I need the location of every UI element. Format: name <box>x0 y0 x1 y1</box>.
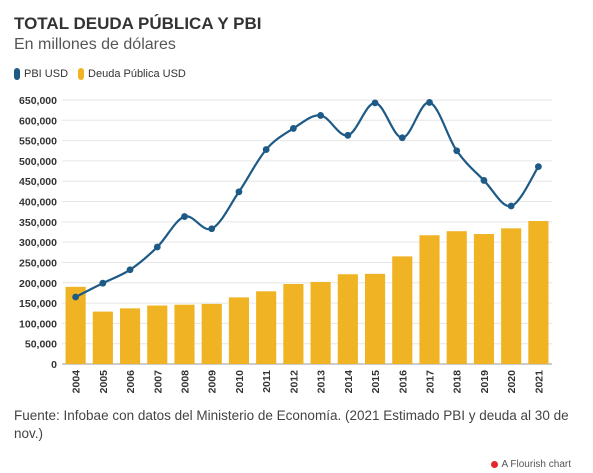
y-tick-label: 600,000 <box>19 115 57 127</box>
legend-label-deuda: Deuda Pública USD <box>88 68 186 80</box>
bar-deuda[interactable] <box>446 231 467 364</box>
x-tick-label: 2005 <box>98 370 110 394</box>
legend-item-pbi[interactable]: PBI USD <box>14 68 68 80</box>
chart-subtitle: En millones de dólares <box>14 36 176 53</box>
flourish-credit[interactable]: A Flourish chart <box>490 459 571 470</box>
point-pbi[interactable] <box>262 146 270 153</box>
bar-deuda[interactable] <box>419 235 440 364</box>
chart-title: TOTAL DEUDA PÚBLICA Y PBI <box>14 14 262 33</box>
y-tick-label: 150,000 <box>19 298 57 310</box>
x-tick-label: 2007 <box>152 370 164 394</box>
bar-deuda[interactable] <box>473 234 495 364</box>
point-pbi[interactable] <box>507 202 515 210</box>
bar-deuda[interactable] <box>337 274 358 364</box>
x-tick-label: 2014 <box>343 370 355 394</box>
point-pbi[interactable] <box>289 125 297 132</box>
point-pbi[interactable] <box>235 188 243 196</box>
point-pbi[interactable] <box>153 243 161 251</box>
point-pbi[interactable] <box>126 266 134 274</box>
x-tick-label: 2008 <box>180 370 192 394</box>
point-pbi[interactable] <box>99 279 107 287</box>
legend-swatch-deuda <box>78 68 85 80</box>
x-tick-label: 2006 <box>125 370 137 394</box>
legend-swatch-pbi <box>14 68 20 80</box>
x-tick-label: 2012 <box>288 370 300 394</box>
point-pbi[interactable] <box>208 225 216 233</box>
flourish-logo-icon <box>490 461 498 468</box>
y-tick-label: 100,000 <box>19 318 57 330</box>
x-tick-label: 2018 <box>452 370 464 394</box>
bar-deuda[interactable] <box>364 273 386 364</box>
y-tick-label: 300,000 <box>19 237 57 249</box>
bar-deuda[interactable] <box>310 281 331 364</box>
y-tick-label: 200,000 <box>19 278 57 290</box>
point-pbi[interactable] <box>453 147 461 155</box>
point-pbi[interactable] <box>426 99 433 106</box>
x-tick-label: 2013 <box>316 370 328 394</box>
line-pbi <box>75 101 540 298</box>
x-tick-label: 2004 <box>71 370 83 394</box>
y-tick-label: 250,000 <box>19 257 57 269</box>
bar-deuda[interactable] <box>119 308 141 364</box>
bar-deuda[interactable] <box>392 256 413 364</box>
bar-deuda[interactable] <box>256 291 277 364</box>
point-pbi[interactable] <box>371 99 379 107</box>
bar-deuda[interactable] <box>528 221 549 364</box>
point-pbi[interactable] <box>72 293 80 301</box>
bar-deuda[interactable] <box>174 304 195 364</box>
point-pbi[interactable] <box>344 131 352 139</box>
legend: PBI USD Deuda Pública USD <box>14 68 186 80</box>
y-tick-label: 500,000 <box>19 156 57 168</box>
point-pbi[interactable] <box>480 177 488 184</box>
x-tick-label: 2011 <box>261 370 273 393</box>
point-pbi[interactable] <box>534 163 542 171</box>
bar-deuda[interactable] <box>65 286 86 364</box>
y-tick-label: 400,000 <box>19 197 57 209</box>
legend-item-deuda[interactable]: Deuda Pública USD <box>78 68 186 80</box>
x-tick-label: 2010 <box>234 370 246 394</box>
bar-deuda[interactable] <box>147 305 168 364</box>
bar-deuda[interactable] <box>201 303 222 364</box>
y-tick-label: 350,000 <box>19 217 57 229</box>
x-tick-label: 2021 <box>533 370 545 394</box>
x-tick-label: 2019 <box>479 370 491 394</box>
x-tick-label: 2020 <box>506 370 518 394</box>
bar-deuda[interactable] <box>92 311 113 364</box>
x-tick-label: 2009 <box>207 370 219 394</box>
point-pbi[interactable] <box>398 134 406 142</box>
point-pbi[interactable] <box>181 213 188 220</box>
x-tick-label: 2016 <box>397 370 409 394</box>
flourish-credit-label: A Flourish chart <box>501 459 571 470</box>
x-tick-label: 2015 <box>370 370 382 394</box>
x-tick-label: 2017 <box>425 370 437 394</box>
y-tick-label: 550,000 <box>19 136 57 148</box>
legend-label-pbi: PBI USD <box>24 68 69 80</box>
point-pbi[interactable] <box>317 112 325 119</box>
bar-deuda[interactable] <box>228 297 250 364</box>
y-tick-label: 450,000 <box>19 176 57 188</box>
y-tick-label: 650,000 <box>19 95 57 107</box>
source-note: Fuente: Infobae con datos del Ministerio… <box>14 408 569 441</box>
bar-deuda[interactable] <box>501 228 522 364</box>
bar-deuda[interactable] <box>283 283 304 364</box>
y-tick-label: 0 <box>51 359 57 371</box>
y-tick-label: 50,000 <box>25 339 57 351</box>
